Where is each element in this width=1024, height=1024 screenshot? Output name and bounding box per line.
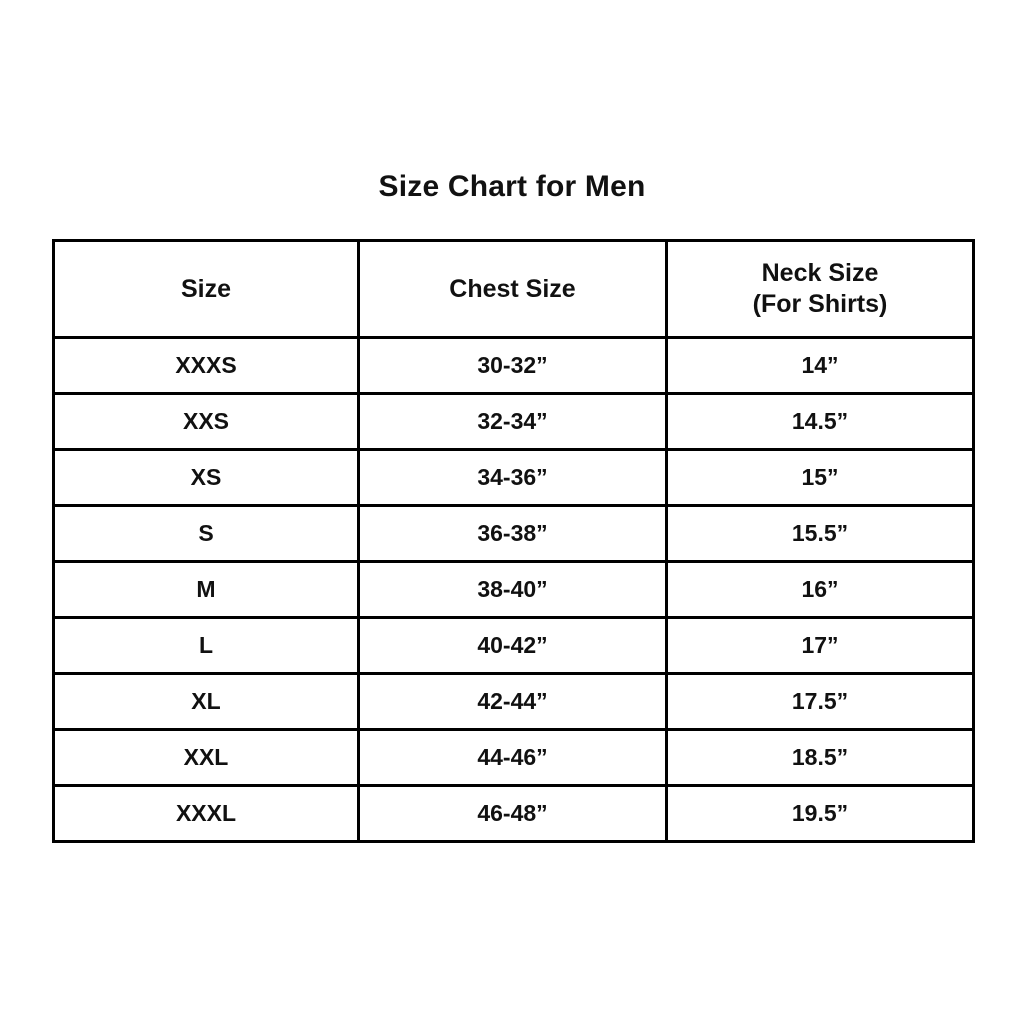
cell-neck: 17.5”: [665, 672, 975, 731]
cell-neck: 18.5”: [665, 728, 975, 787]
cell-size: XXS: [52, 392, 360, 451]
table-header: Size Chest Size Neck Size (For Shirts): [52, 239, 975, 339]
cell-size: XXL: [52, 728, 360, 787]
cell-neck: 14”: [665, 336, 975, 395]
size-chart-table: Size Chest Size Neck Size (For Shirts) X…: [52, 239, 975, 843]
cell-chest: 30-32”: [357, 336, 668, 395]
column-header-chest-size: Chest Size: [357, 239, 668, 339]
cell-chest: 44-46”: [357, 728, 668, 787]
cell-chest: 32-34”: [357, 392, 668, 451]
table-row: XS 34-36” 15”: [52, 448, 975, 507]
cell-size: L: [52, 616, 360, 675]
cell-chest: 38-40”: [357, 560, 668, 619]
cell-size: M: [52, 560, 360, 619]
cell-neck: 14.5”: [665, 392, 975, 451]
cell-chest: 40-42”: [357, 616, 668, 675]
cell-chest: 42-44”: [357, 672, 668, 731]
cell-size: XL: [52, 672, 360, 731]
cell-chest: 34-36”: [357, 448, 668, 507]
cell-neck: 19.5”: [665, 784, 975, 843]
cell-size: XS: [52, 448, 360, 507]
table-row: M 38-40” 16”: [52, 560, 975, 619]
cell-chest: 46-48”: [357, 784, 668, 843]
table-row: XXXS 30-32” 14”: [52, 336, 975, 395]
table-header-row: Size Chest Size Neck Size (For Shirts): [52, 239, 975, 339]
cell-chest: 36-38”: [357, 504, 668, 563]
column-header-neck-size: Neck Size (For Shirts): [665, 239, 975, 339]
size-table-container: Size Chest Size Neck Size (For Shirts) X…: [52, 239, 975, 843]
cell-size: XXXL: [52, 784, 360, 843]
cell-size: XXXS: [52, 336, 360, 395]
table-row: L 40-42” 17”: [52, 616, 975, 675]
cell-size: S: [52, 504, 360, 563]
page-title: Size Chart for Men: [378, 170, 646, 203]
column-header-size: Size: [52, 239, 360, 339]
column-header-chest-size-label: Chest Size: [449, 274, 576, 303]
table-row: XXS 32-34” 14.5”: [52, 392, 975, 451]
cell-neck: 15”: [665, 448, 975, 507]
table-row: S 36-38” 15.5”: [52, 504, 975, 563]
cell-neck: 17”: [665, 616, 975, 675]
cell-neck: 15.5”: [665, 504, 975, 563]
table-row: XXXL 46-48” 19.5”: [52, 784, 975, 843]
table-row: XXL 44-46” 18.5”: [52, 728, 975, 787]
table-body: XXXS 30-32” 14” XXS 32-34” 14.5” XS 34-3…: [52, 336, 975, 843]
column-header-neck-size-label: Neck Size: [761, 259, 879, 287]
table-row: XL 42-44” 17.5”: [52, 672, 975, 731]
column-header-size-label: Size: [180, 274, 232, 303]
column-header-neck-size-sublabel: (For Shirts): [752, 290, 888, 318]
cell-neck: 16”: [665, 560, 975, 619]
